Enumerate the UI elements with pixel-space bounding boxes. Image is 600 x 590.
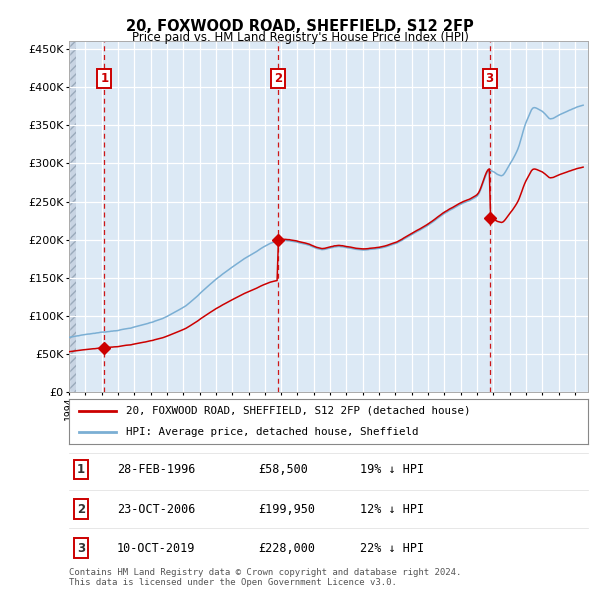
Text: 20, FOXWOOD ROAD, SHEFFIELD, S12 2FP: 20, FOXWOOD ROAD, SHEFFIELD, S12 2FP	[126, 19, 474, 34]
Text: 2: 2	[77, 503, 85, 516]
Text: £58,500: £58,500	[258, 463, 308, 476]
Text: 23-OCT-2006: 23-OCT-2006	[117, 503, 196, 516]
Bar	[69, 41, 76, 392]
Text: 19% ↓ HPI: 19% ↓ HPI	[360, 463, 424, 476]
Text: 1: 1	[100, 71, 109, 84]
Text: £228,000: £228,000	[258, 542, 315, 555]
Text: This data is licensed under the Open Government Licence v3.0.: This data is licensed under the Open Gov…	[69, 578, 397, 587]
Text: HPI: Average price, detached house, Sheffield: HPI: Average price, detached house, Shef…	[126, 427, 419, 437]
Text: 20, FOXWOOD ROAD, SHEFFIELD, S12 2FP (detached house): 20, FOXWOOD ROAD, SHEFFIELD, S12 2FP (de…	[126, 406, 470, 416]
Text: £199,950: £199,950	[258, 503, 315, 516]
Text: 12% ↓ HPI: 12% ↓ HPI	[360, 503, 424, 516]
Text: 3: 3	[77, 542, 85, 555]
Text: 1: 1	[77, 463, 85, 476]
Text: 28-FEB-1996: 28-FEB-1996	[117, 463, 196, 476]
Text: 10-OCT-2019: 10-OCT-2019	[117, 542, 196, 555]
Text: 3: 3	[485, 71, 494, 84]
Text: Price paid vs. HM Land Registry's House Price Index (HPI): Price paid vs. HM Land Registry's House …	[131, 31, 469, 44]
Text: 2: 2	[274, 71, 282, 84]
Text: 22% ↓ HPI: 22% ↓ HPI	[360, 542, 424, 555]
Text: Contains HM Land Registry data © Crown copyright and database right 2024.: Contains HM Land Registry data © Crown c…	[69, 568, 461, 576]
